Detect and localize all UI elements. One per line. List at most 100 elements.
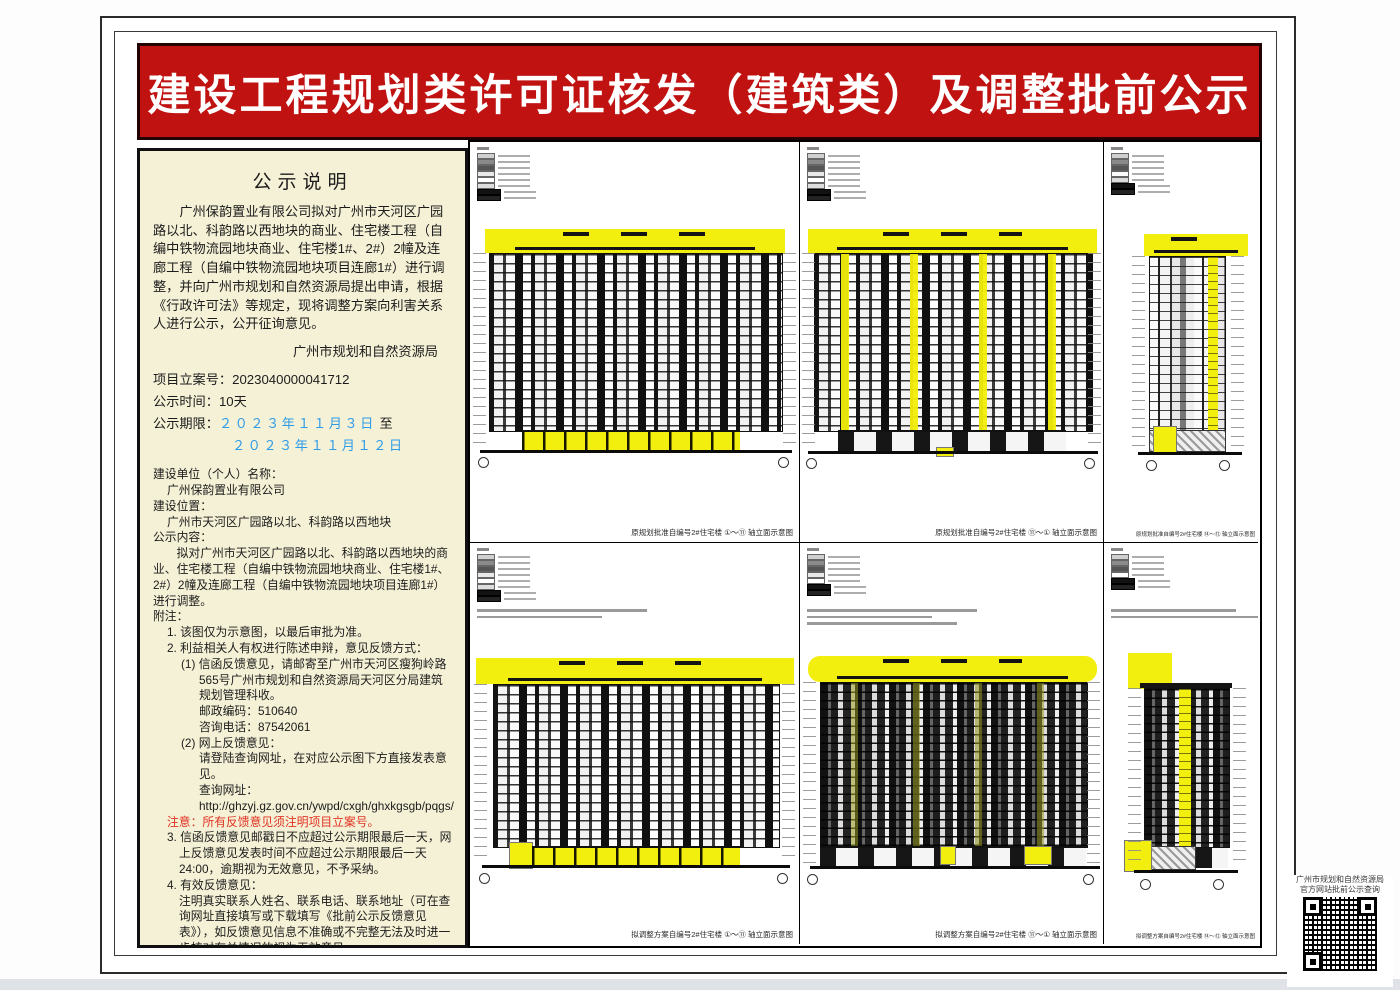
panel-adjusted-front: 拟调整方案自编号2#住宅楼 ①～⑪ 轴立面示意图 (470, 543, 800, 944)
axis-bubble-left (478, 457, 489, 468)
dimension-ticks-left (474, 684, 487, 864)
axis-bubble-left (806, 458, 817, 469)
roof-band-highlight (485, 229, 785, 253)
dimension-ticks-right (1087, 682, 1100, 864)
highlight-patch (940, 846, 956, 865)
highlight-patch (1024, 846, 1052, 865)
sheet-inner-frame (114, 31, 1277, 956)
notice-line: 1. 该图仅为示意图，以最后审批为准。 (167, 625, 369, 640)
storefront-row (1196, 848, 1228, 868)
building-facade (489, 253, 783, 432)
panel-original-side: 原规划批准自编号2#住宅楼 ⑭～⑫ 轴立面示意图 (1104, 142, 1258, 543)
notice-line: 公示内容： (153, 530, 212, 545)
legend-notes (1111, 609, 1258, 622)
period-row-2: ２０２３年１１月１２日 (153, 435, 452, 454)
notice-line: 查询网址： (199, 783, 258, 798)
storefront-highlight (522, 430, 740, 451)
notice-line: 拟对广州市天河区广园路以北、科韵路以西地块的商业、住宅楼工程（自编中铁物流园地块… (153, 546, 450, 608)
legend (807, 147, 866, 202)
notice-line: 3. 信函反馈意见邮戳日不应超过公示期限最后一天，网上反馈意见发表时间不应超过公… (167, 830, 452, 877)
period-date-2: ２０２３年１１月１２日 (232, 438, 405, 454)
legend (477, 548, 536, 603)
ground-line (1138, 452, 1242, 455)
notice-line: 附注： (153, 609, 189, 624)
notice-heading: 公示说明 (252, 172, 353, 193)
roof-cornice (1140, 683, 1232, 688)
title-banner: 建设工程规划类许可证核发（建筑类）及调整批前公示 (137, 43, 1262, 140)
facade-highlight-strip (1179, 689, 1191, 847)
ground-line (808, 451, 1098, 454)
notice-warning: 注意：所有反馈意见须注明项目立案号。 (167, 814, 380, 829)
building-facade (814, 253, 1093, 432)
ground-line (1134, 870, 1238, 873)
building-facade (1144, 688, 1230, 848)
qr-caption-line-2: 官方网站批前公示查询 (1300, 884, 1380, 894)
dimension-ticks-left (473, 253, 486, 449)
period-date-1: ２０２３年１１月３日 (218, 416, 376, 432)
axis-bubble-right (1219, 460, 1230, 471)
elevation-drawings-grid: 原规划批准自编号2#住宅楼 ①～⑪ 轴立面示意图 原规划批准自编号2#住宅楼 ⑪… (468, 140, 1262, 948)
legend (477, 147, 536, 202)
axis-bubble-left (1146, 460, 1157, 471)
notice-url: http://ghzyj.gz.gov.cn/ywpd/cxgh/ghxkgsg… (199, 798, 454, 813)
storefront-highlight (532, 846, 740, 866)
axis-bubble-right (777, 873, 788, 884)
notice-line: 2. 利益相关人有权进行陈述申辩，意见反馈方式： (167, 640, 428, 655)
dimension-ticks-right (1233, 688, 1246, 866)
panel-caption: 原规划批准自编号2#住宅楼 ⑪～① 轴立面示意图 (935, 528, 1097, 537)
panel-caption: 拟调整方案自编号2#住宅楼 ①～⑪ 轴立面示意图 (631, 930, 793, 939)
legend-notes (477, 609, 647, 622)
dimension-ticks-right (782, 684, 795, 864)
axis-bubble-left (1140, 879, 1151, 890)
legend (807, 548, 866, 597)
page-title: 建设工程规划类许可证核发（建筑类）及调整批前公示 (147, 71, 1252, 120)
panel-adjusted-side: 拟调整方案自编号2#住宅楼 ⑭～⑫ 轴立面示意图 (1104, 543, 1258, 944)
notice-line: 广州保韵置业有限公司 (167, 482, 285, 497)
dimension-ticks-right (783, 253, 796, 449)
case-number-value: 2023040000041712 (232, 372, 350, 388)
notice-panel: 公示说明 广州保韵置业有限公司拟对广州市天河区广园路以北、科韵路以西地块的商业、… (137, 148, 468, 948)
building-facade (493, 684, 780, 848)
roof-band-highlight (476, 658, 794, 684)
notice-line: 请登陆查询网址，在对应公示图下方直接发表意见。 (199, 751, 447, 782)
qr-finder-top-left (1303, 897, 1322, 917)
period-to: 至 (379, 416, 393, 432)
legend (1111, 548, 1170, 591)
dimension-ticks-right (1088, 253, 1101, 449)
dimension-ticks-right (1231, 256, 1244, 451)
axis-bubble-right (778, 457, 789, 468)
legend-notes (807, 609, 977, 629)
qr-finder-top-right (1358, 897, 1377, 917)
dimension-ticks-left (1132, 256, 1145, 451)
dimension-ticks-left (802, 253, 815, 449)
panel-adjusted-rear: 拟调整方案自编号2#住宅楼 ⑪～① 轴立面示意图 (800, 543, 1104, 944)
qr-finder-bottom-left (1303, 952, 1322, 972)
period-row: 公示期限：２０２３年１１月３日 至 (153, 413, 452, 432)
ground-line (480, 450, 792, 453)
axis-bubble-right (1213, 879, 1224, 890)
legend (1111, 147, 1170, 196)
panel-caption: 原规划批准自编号2#住宅楼 ①～⑪ 轴立面示意图 (631, 528, 793, 537)
entrance-highlight (1153, 426, 1177, 454)
panel-original-rear: 原规划批准自编号2#住宅楼 ⑪～① 轴立面示意图 (800, 142, 1104, 543)
page-bottom-edge (0, 979, 1400, 990)
agency-signature: 广州市规划和自然资源局 (292, 344, 438, 360)
panel-original-front: 原规划批准自编号2#住宅楼 ①～⑪ 轴立面示意图 (470, 142, 800, 543)
panel-caption: 拟调整方案自编号2#住宅楼 ⑭～⑫ 轴立面示意图 (1135, 934, 1255, 940)
case-number-label: 项目立案号： (153, 372, 233, 388)
duration-row: 公示时间：10天 (153, 391, 452, 410)
roof-band-highlight (1144, 234, 1248, 256)
storefront-row (838, 430, 1066, 452)
notice-line: 建设位置： (153, 498, 212, 513)
case-number-row: 项目立案号：2023040000041712 (153, 369, 452, 388)
panel-caption: 原规划批准自编号2#住宅楼 ⑭～⑫ 轴立面示意图 (1135, 532, 1255, 538)
panel-caption: 拟调整方案自编号2#住宅楼 ⑪～① 轴立面示意图 (935, 930, 1097, 939)
axis-bubble-left (479, 873, 490, 884)
duration-label: 公示时间： (153, 394, 219, 410)
notice-line: 建设单位（个人）名称： (153, 467, 283, 482)
dimension-ticks-left (1128, 688, 1141, 866)
axis-bubble-right (1084, 458, 1095, 469)
axis-bubble-left (807, 874, 818, 885)
roof-band-highlight (808, 229, 1097, 253)
notice-line: 广州市天河区广园路以北、科韵路以西地块 (167, 514, 392, 529)
